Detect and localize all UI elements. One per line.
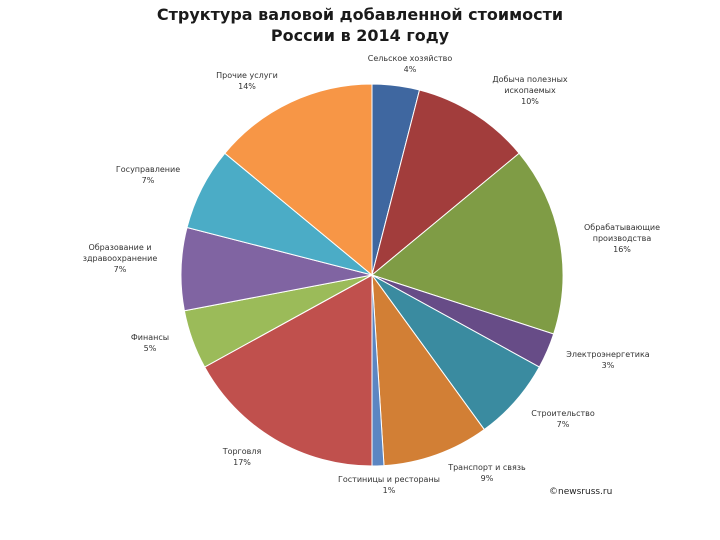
slice-label-2: Добыча полезных ископаемых 10% bbox=[492, 75, 568, 106]
pie-slices bbox=[180, 83, 564, 467]
slice-percent: 9% bbox=[481, 474, 494, 483]
slice-label-1: Сельское хозяйство 4% bbox=[368, 54, 453, 74]
slice-percent: 17% bbox=[233, 458, 251, 467]
slice-name: производства bbox=[593, 234, 652, 243]
slice-name: Обрабатывающие bbox=[584, 223, 660, 232]
slice-label-12: Прочие услуги 14% bbox=[216, 71, 278, 91]
slice-name: Госуправление bbox=[116, 165, 180, 174]
slice-name: Образование и bbox=[88, 243, 151, 252]
slice-percent: 3% bbox=[602, 361, 615, 370]
slice-percent: 7% bbox=[557, 420, 570, 429]
chart-title-line-2: России в 2014 году bbox=[270, 26, 450, 45]
slice-name: здравоохранение bbox=[83, 254, 158, 263]
pie-slice-6 bbox=[371, 273, 485, 467]
slice-name: Транспорт и связь bbox=[447, 463, 526, 472]
slice-label-9: Финансы 5% bbox=[131, 333, 169, 353]
slice-label-7: Гостиницы и рестораны 1% bbox=[338, 475, 440, 495]
slice-name: Сельское хозяйство bbox=[368, 54, 453, 63]
slice-label-11: Госуправление 7% bbox=[116, 165, 180, 185]
slice-label-4: Электроэнергетика 3% bbox=[566, 350, 650, 370]
slice-percent: 5% bbox=[144, 344, 157, 353]
slice-label-6: Транспорт и связь 9% bbox=[447, 463, 526, 483]
slice-name: ископаемых bbox=[504, 86, 556, 95]
source-credit: ©newsruss.ru bbox=[549, 487, 613, 497]
pie-slice-8 bbox=[203, 274, 373, 467]
pie-slice-12 bbox=[224, 83, 373, 277]
slice-percent: 10% bbox=[521, 97, 539, 106]
slice-percent: 1% bbox=[383, 486, 396, 495]
slice-percent: 7% bbox=[114, 265, 127, 274]
slice-name: Строительство bbox=[531, 409, 595, 418]
slice-label-3: Обрабатывающие производства 16% bbox=[584, 223, 660, 254]
slice-name: Прочие услуги bbox=[216, 71, 278, 80]
pie-slice-2 bbox=[371, 89, 520, 277]
slice-name: Финансы bbox=[131, 333, 169, 342]
chart-title-line-1: Структура валовой добавленной стоимости bbox=[156, 5, 564, 24]
slice-label-10: Образование и здравоохранение 7% bbox=[83, 243, 158, 274]
slice-percent: 14% bbox=[238, 82, 256, 91]
slice-name: Добыча полезных bbox=[492, 75, 568, 84]
slice-label-8: Торговля 17% bbox=[222, 447, 262, 467]
slice-name: Торговля bbox=[222, 447, 262, 456]
slice-percent: 16% bbox=[613, 245, 631, 254]
pie-slice-3 bbox=[370, 152, 564, 335]
slice-percent: 7% bbox=[142, 176, 155, 185]
slice-name: Гостиницы и рестораны bbox=[338, 475, 440, 484]
slice-name: Электроэнергетика bbox=[566, 350, 650, 359]
pie-labels: Сельское хозяйство 4% Добыча полезных ископ… bbox=[83, 54, 660, 495]
chart-title: Структура валовой добавленной стоимости … bbox=[0, 4, 720, 46]
slice-percent: 4% bbox=[404, 65, 417, 74]
slice-label-5: Строительство 7% bbox=[531, 409, 595, 429]
